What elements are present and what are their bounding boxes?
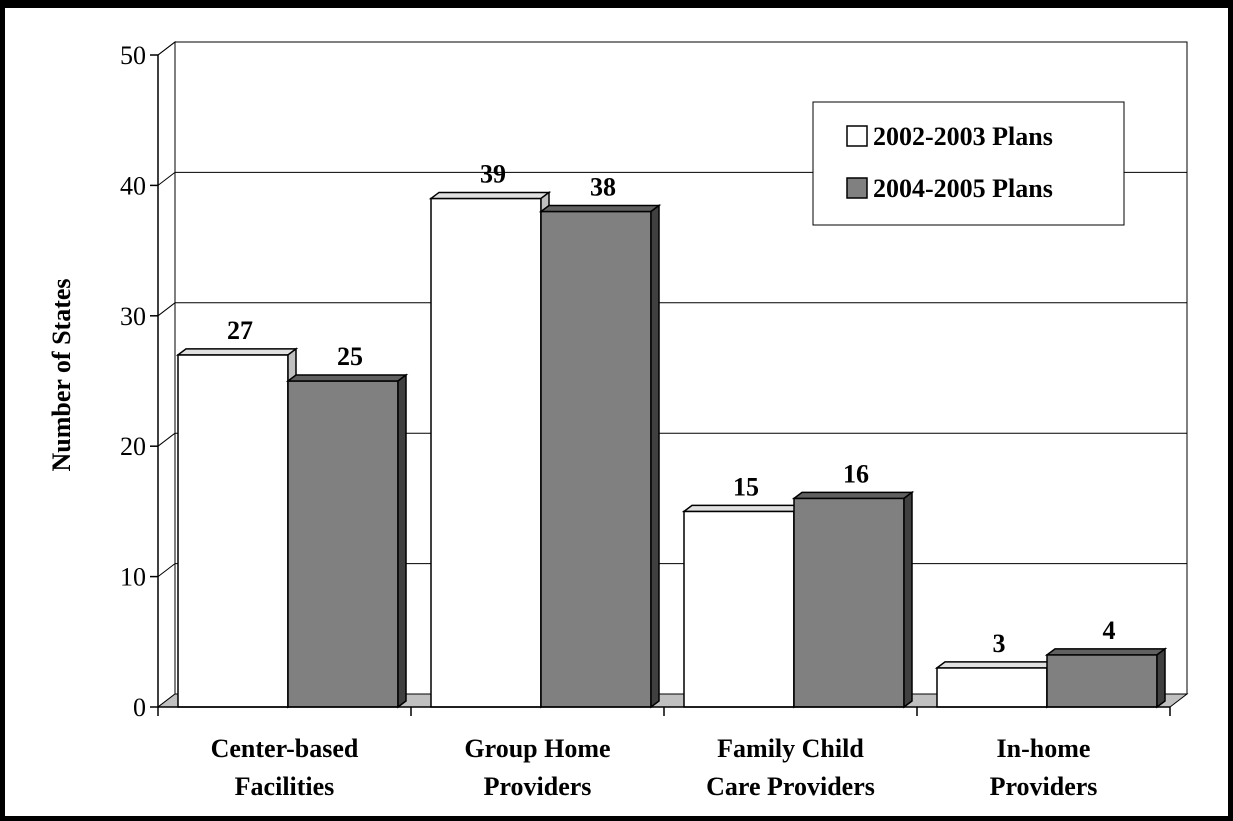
y-tick-label: 20 bbox=[120, 432, 146, 461]
legend-swatch bbox=[846, 177, 868, 199]
y-tick-label: 0 bbox=[133, 693, 146, 722]
bar-top bbox=[175, 348, 299, 356]
bar-side bbox=[903, 490, 913, 709]
gridline-side bbox=[157, 172, 176, 186]
bar-top bbox=[428, 191, 552, 200]
data-label: 38 bbox=[590, 172, 616, 201]
data-label: 16 bbox=[843, 459, 869, 488]
bar-side bbox=[1156, 647, 1166, 709]
bar bbox=[683, 510, 795, 708]
gridline-side bbox=[157, 41, 176, 56]
x-category-label: Group Home bbox=[464, 734, 610, 763]
legend: 2002-2003 Plans 2004-2005 Plans bbox=[812, 101, 1125, 226]
bar-top bbox=[538, 204, 662, 213]
axes bbox=[150, 54, 1171, 716]
bar bbox=[936, 667, 1048, 708]
x-category-labels: Center-based Facilities Group Home Provider… bbox=[211, 734, 1098, 801]
bar bbox=[287, 380, 399, 708]
data-labels: 27 25 39 38 15 16 3 4 bbox=[227, 159, 1116, 657]
bar bbox=[793, 497, 905, 708]
bar bbox=[1046, 654, 1158, 708]
data-label: 25 bbox=[337, 342, 363, 371]
y-tick-label: 10 bbox=[120, 563, 146, 592]
x-category-label: Providers bbox=[484, 772, 592, 801]
gridline-side bbox=[157, 432, 176, 447]
bar-top bbox=[791, 491, 915, 500]
bar bbox=[177, 354, 289, 708]
data-label: 39 bbox=[480, 159, 506, 188]
x-category-label: Family Child bbox=[717, 734, 864, 763]
y-axis-title: Number of States bbox=[47, 278, 76, 471]
gridline-side bbox=[157, 302, 176, 317]
y-tick-labels: 0 10 20 30 40 50 bbox=[120, 41, 146, 722]
legend-box bbox=[812, 101, 1125, 226]
x-category-label: Care Providers bbox=[706, 772, 875, 801]
data-label: 3 bbox=[993, 629, 1006, 658]
legend-label: 2002-2003 Plans bbox=[873, 122, 1053, 151]
bar bbox=[430, 197, 542, 708]
gridline-side bbox=[157, 563, 176, 577]
y-tick-label: 40 bbox=[120, 171, 146, 200]
bar bbox=[540, 210, 652, 708]
bars bbox=[175, 190, 1168, 709]
bar-top bbox=[285, 374, 409, 382]
x-category-label: Providers bbox=[990, 772, 1098, 801]
x-category-label: In-home bbox=[997, 734, 1091, 763]
legend-label: 2004-2005 Plans bbox=[873, 174, 1053, 203]
bar-top bbox=[934, 661, 1058, 669]
bar-top bbox=[681, 504, 805, 513]
data-label: 15 bbox=[733, 472, 759, 501]
data-label: 4 bbox=[1103, 616, 1116, 645]
bar-side bbox=[397, 373, 407, 709]
data-label: 27 bbox=[227, 316, 253, 345]
x-category-label: Center-based bbox=[211, 734, 359, 763]
y-tick-label: 30 bbox=[120, 302, 146, 331]
bar-top bbox=[1044, 648, 1168, 656]
legend-swatch bbox=[846, 125, 868, 147]
x-category-label: Facilities bbox=[235, 772, 335, 801]
bar-side bbox=[650, 203, 660, 709]
side-wall bbox=[157, 40, 176, 709]
y-tick-label: 50 bbox=[120, 41, 146, 70]
